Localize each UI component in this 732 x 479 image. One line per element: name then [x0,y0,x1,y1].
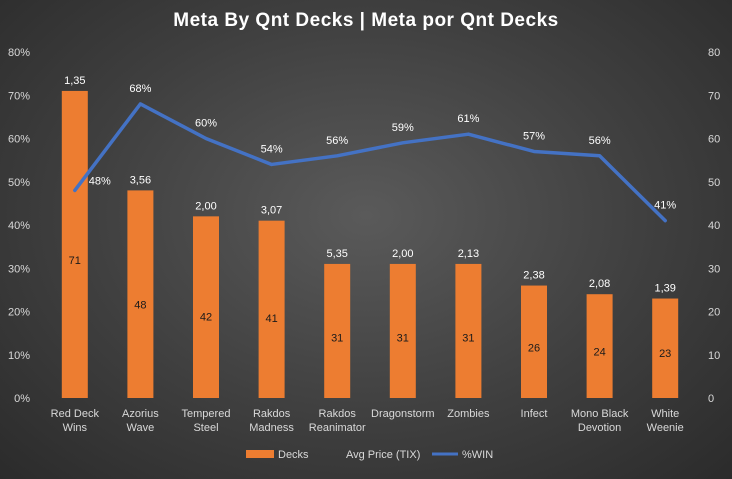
bar-value-label: 41 [265,313,277,325]
win-rate-label: 41% [654,200,676,212]
x-tick-label: Azorius Wave [122,408,159,434]
y-right-tick-label: 20 [708,307,720,319]
bar [389,263,416,398]
avg-price-label: 1,35 [64,75,85,87]
win-rate-label: 57% [523,130,545,142]
win-rate-label: 54% [261,143,283,155]
win-rate-label: 68% [129,83,151,95]
x-tick-label: Rakdos Madness [249,408,294,434]
bar-value-label: 48 [134,300,146,312]
avg-price-label: 2,38 [523,270,544,282]
bar [652,298,679,398]
bar [61,90,88,399]
y-right-tick-label: 80 [708,47,720,59]
y-left-tick-label: 70% [8,90,30,102]
avg-price-label: 2,00 [392,248,413,260]
x-tick-label: Red Deck Wins [51,408,100,434]
avg-price-label: 3,07 [261,205,282,217]
x-tick-label: Mono Black Devotion [571,408,629,434]
chart-title: Meta By Qnt Decks | Meta por Qnt Decks [173,10,559,31]
y-right-tick-label: 40 [708,220,720,232]
x-tick-label: White Weenie [647,408,684,434]
bar [455,263,482,398]
y-right-tick-label: 30 [708,263,720,275]
avg-price-label: 2,00 [195,200,216,212]
x-tick-label: Infect [521,408,548,420]
bar [258,220,285,398]
bar-value-label: 71 [69,255,81,267]
win-rate-line [73,102,667,223]
y-left-tick-label: 60% [8,134,30,146]
avg-price-label: 2,08 [589,278,610,290]
y-right-tick-label: 10 [708,350,720,362]
y-right-tick-label: 60 [708,134,720,146]
y-left-tick-label: 30% [8,263,30,275]
bar-value-label: 31 [331,333,343,345]
bar-value-label: 31 [397,333,409,345]
win-rate-label: 56% [326,135,348,147]
avg-price-label: 2,13 [458,248,479,260]
bar-value-label: 23 [659,348,671,360]
avg-price-label: 5,35 [326,248,347,260]
win-rate-label: 48% [89,175,111,187]
win-rate-label: 61% [457,113,479,125]
bar [521,285,547,398]
y-right-tick-label: 70 [708,90,720,102]
avg-price-label: 3,56 [130,174,151,186]
x-tick-label: Rakdos Reanimator [309,408,366,434]
win-rate-label: 56% [589,135,611,147]
bar [127,190,154,398]
y-right-tick-label: 50 [708,177,720,189]
legend-label: Avg Price (TIX) [346,449,420,461]
x-tick-label: Zombies [447,408,490,420]
win-rate-label: 60% [195,118,217,130]
bar [586,294,613,398]
legend-label: %WIN [462,449,493,461]
y-left-tick-label: 50% [8,177,30,189]
y-right-tick-label: 0 [708,393,714,405]
bar-value-label: 24 [593,346,605,358]
legend-label: Decks [278,449,309,461]
y-left-tick-label: 40% [8,220,30,232]
win-rate-label: 59% [392,122,414,134]
bar [193,216,219,398]
y-left-tick-label: 10% [8,350,30,362]
bar-value-label: 42 [200,311,212,323]
legend-swatch-decks [246,450,274,458]
bar-value-label: 26 [528,342,540,354]
x-tick-label: Tempered Steel [182,408,231,434]
y-left-tick-label: 80% [8,47,30,59]
avg-price-label: 1,39 [654,283,675,295]
y-left-tick-label: 0% [14,393,30,405]
x-tick-label: Dragonstorm [371,408,435,420]
y-left-tick-label: 20% [8,307,30,319]
bar [324,263,351,398]
bar-value-label: 31 [462,333,474,345]
